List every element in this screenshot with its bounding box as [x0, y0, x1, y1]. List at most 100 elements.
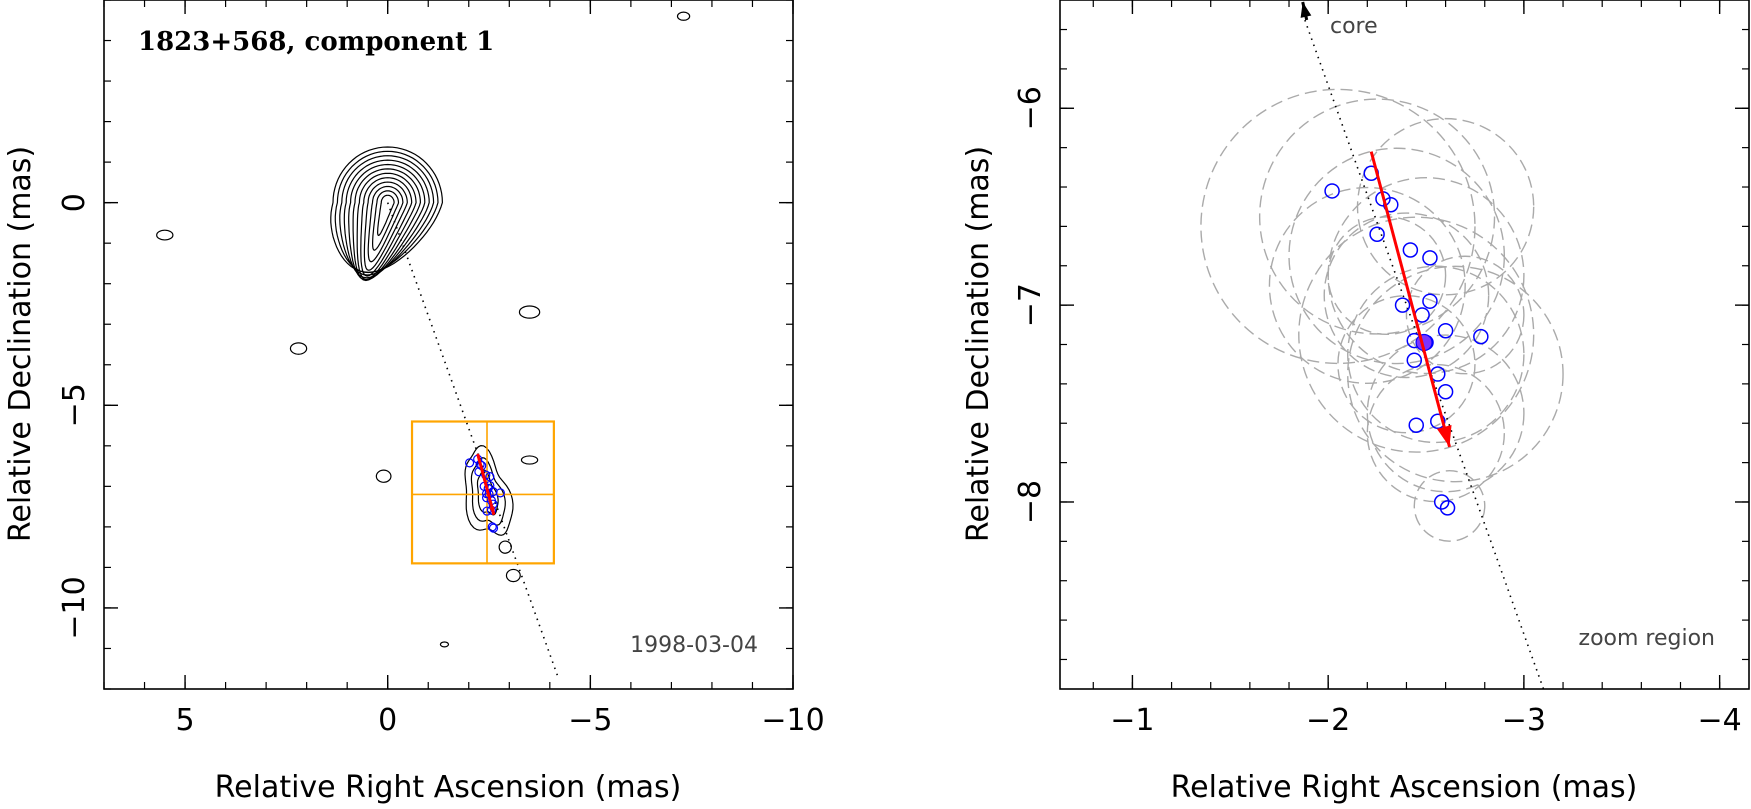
right-x-tick-label: −2	[1306, 703, 1350, 738]
right-y-tick-label: −8	[1013, 480, 1048, 524]
beam-circle	[1327, 216, 1447, 336]
beam-circle	[1288, 147, 1506, 365]
core-contour	[376, 194, 395, 237]
left-x-tick-labels: 5 0 −5 −10	[176, 703, 825, 738]
core-direction-arrow-head	[1300, 2, 1312, 18]
core-contour	[343, 159, 430, 279]
left-x-tick-label: 5	[176, 703, 195, 738]
noise-contour	[156, 229, 174, 241]
left-jet-axis-line	[386, 202, 559, 678]
beam-circle	[1200, 88, 1476, 365]
noise-contour	[676, 11, 691, 21]
noise-contour	[289, 342, 308, 355]
core-contour	[360, 177, 413, 277]
beam-circle	[1366, 363, 1506, 503]
beam-circle	[1258, 98, 1496, 335]
core-contour	[363, 181, 408, 271]
right-points	[1324, 165, 1489, 516]
noise-contour	[518, 305, 541, 319]
right-motion-vector	[1369, 151, 1452, 448]
core-contour	[348, 163, 426, 281]
beam-circle	[1405, 255, 1525, 375]
core-contour	[339, 155, 435, 276]
left-data-point	[487, 522, 497, 532]
left-x-axis-label: Relative Right Ascension (mas)	[215, 770, 682, 805]
left-y-tick-label: −10	[57, 576, 92, 639]
noise-contour	[505, 568, 521, 583]
left-data-point	[464, 458, 475, 468]
right-data-point	[1422, 250, 1438, 266]
right-motion-arrow-head	[1436, 424, 1452, 447]
right-x-tick-label: −3	[1502, 703, 1546, 738]
right-data-point	[1406, 352, 1423, 368]
core-contour	[367, 185, 404, 263]
core-contour	[371, 190, 400, 251]
right-data-point	[1394, 297, 1411, 313]
right-data-point	[1369, 226, 1385, 243]
right-y-tick-label: −6	[1013, 86, 1048, 130]
left-ticks	[103, 0, 794, 690]
zoom-box-frame	[410, 420, 555, 565]
noise-contour	[375, 469, 392, 483]
right-data-point	[1402, 242, 1419, 258]
beam-circle	[1347, 265, 1525, 444]
right-beam-circles	[1200, 88, 1564, 542]
left-motion-vector	[476, 453, 496, 516]
left-y-tick-label: −5	[57, 383, 92, 427]
right-x-tick-label: −1	[1110, 703, 1154, 738]
left-panel: 5 0 −5 −10 0 −5 −10 1823+568, component 1 199…	[3, 0, 825, 805]
right-x-axis-label: Relative Right Ascension (mas)	[1171, 770, 1638, 805]
beam-circle	[1356, 117, 1535, 296]
right-data-point	[1437, 383, 1454, 400]
beam-circle	[1298, 216, 1535, 453]
right-x-tick-label: −4	[1698, 703, 1742, 738]
right-plot-frame	[1059, 0, 1750, 690]
right-y-axis-label: Relative Declination (mas)	[961, 146, 996, 542]
left-contours	[156, 11, 691, 648]
right-data-point	[1439, 500, 1456, 516]
left-y-tick-labels: 0 −5 −10	[57, 193, 92, 639]
left-x-tick-label: −5	[568, 703, 612, 738]
left-chart-title: 1823+568, component 1	[138, 27, 494, 57]
beam-circle	[1366, 334, 1525, 493]
core-contour	[334, 150, 439, 274]
right-y-tick-label: −7	[1013, 283, 1048, 327]
right-y-tick-labels: −6 −7 −8	[1013, 86, 1048, 524]
beam-circle	[1413, 469, 1486, 542]
right-data-point	[1408, 417, 1424, 433]
noise-contour	[520, 455, 539, 465]
left-motion-arrow	[476, 453, 496, 516]
core-contour	[330, 146, 444, 273]
right-data-point	[1422, 293, 1438, 309]
core-contour	[356, 172, 417, 281]
left-x-tick-label: −10	[761, 703, 824, 738]
noise-contour	[498, 540, 512, 554]
right-data-point	[1324, 183, 1340, 199]
left-y-axis-label: Relative Declination (mas)	[3, 146, 38, 542]
right-data-point	[1430, 413, 1446, 430]
right-ticks	[1060, 0, 1749, 689]
left-epoch-annotation: 1998-03-04	[630, 633, 758, 658]
left-x-tick-label: 0	[378, 703, 397, 738]
left-plot-frame	[103, 0, 794, 690]
zoom-region-label: zoom region	[1579, 626, 1715, 651]
right-data-point	[1437, 322, 1454, 339]
left-motion-arrow-head	[489, 506, 495, 515]
right-x-tick-labels: −1 −2 −3 −4	[1110, 703, 1741, 738]
right-data-point	[1433, 494, 1450, 510]
right-motion-arrow	[1369, 151, 1451, 448]
left-data-point	[482, 506, 492, 516]
right-panel: −1 −2 −3 −4 −6 −7 −8 core zoom region Relativ…	[961, 0, 1750, 805]
noise-contour	[439, 641, 450, 648]
beam-circle	[1347, 265, 1564, 483]
core-contour	[352, 168, 422, 282]
right-data-point	[1473, 328, 1489, 345]
left-jet-axis	[386, 202, 559, 678]
core-label: core	[1330, 14, 1378, 39]
beam-circle	[1337, 294, 1476, 434]
beam-circle	[1268, 186, 1466, 385]
left-data-point	[485, 472, 495, 482]
left-y-tick-label: 0	[57, 193, 92, 212]
left-data-point	[488, 523, 499, 533]
